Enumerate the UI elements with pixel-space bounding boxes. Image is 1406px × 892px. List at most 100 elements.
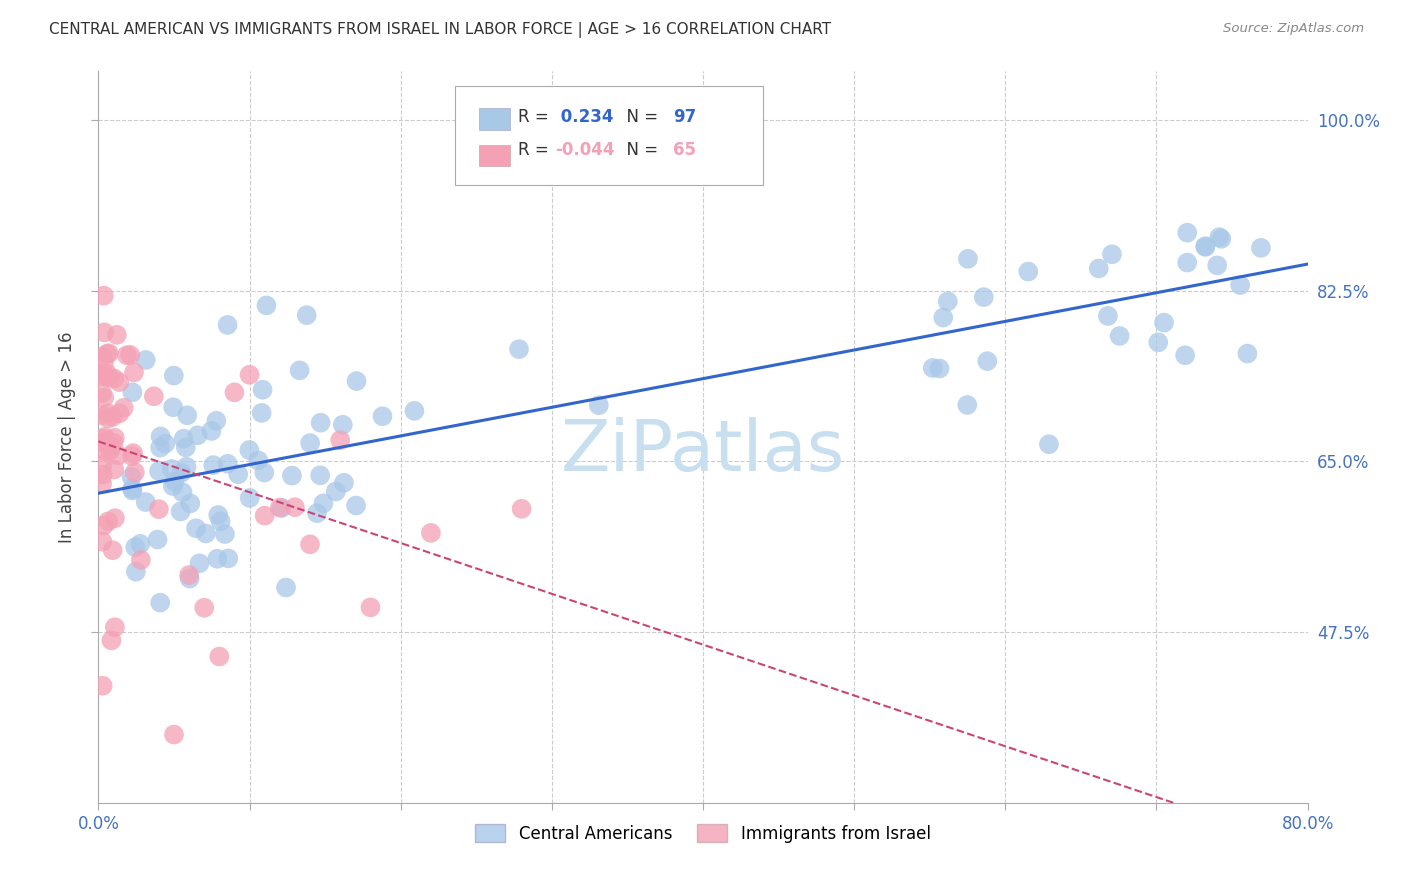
- Point: [93, 369, 115, 384]
- Point: [217, 318, 239, 332]
- Point: [404, 404, 426, 418]
- Point: [173, 432, 195, 446]
- Point: [288, 363, 311, 377]
- Point: [179, 572, 201, 586]
- Point: [1175, 226, 1198, 240]
- Point: [160, 462, 183, 476]
- Point: [333, 475, 356, 490]
- Point: [214, 527, 236, 541]
- Point: [1017, 264, 1039, 278]
- Point: [295, 308, 318, 322]
- Text: 0.234: 0.234: [555, 108, 614, 126]
- Point: [170, 466, 193, 480]
- Point: [1250, 241, 1272, 255]
- Point: [371, 409, 394, 424]
- FancyBboxPatch shape: [479, 108, 509, 130]
- Point: [299, 436, 322, 450]
- Point: [312, 496, 335, 510]
- Point: [344, 499, 367, 513]
- Point: [93, 288, 115, 302]
- Point: [921, 361, 943, 376]
- Point: [91, 476, 114, 491]
- Point: [101, 543, 124, 558]
- Point: [1153, 316, 1175, 330]
- Point: [100, 440, 122, 454]
- FancyBboxPatch shape: [456, 86, 763, 185]
- Point: [107, 448, 129, 462]
- Point: [93, 435, 115, 450]
- Point: [121, 483, 143, 498]
- Point: [94, 444, 117, 458]
- Point: [148, 464, 170, 478]
- Point: [91, 368, 114, 382]
- Point: [200, 424, 222, 438]
- Point: [135, 495, 157, 509]
- Point: [209, 514, 232, 528]
- Point: [239, 368, 262, 382]
- Point: [976, 354, 998, 368]
- Point: [193, 600, 215, 615]
- Point: [194, 526, 217, 541]
- Point: [508, 342, 530, 356]
- Point: [1174, 348, 1197, 362]
- Point: [108, 375, 131, 389]
- Point: [184, 521, 207, 535]
- Point: [1236, 346, 1258, 360]
- Point: [174, 441, 197, 455]
- Point: [247, 453, 270, 467]
- Point: [217, 457, 239, 471]
- Point: [146, 533, 169, 547]
- Point: [103, 462, 125, 476]
- Point: [928, 361, 950, 376]
- Point: [121, 482, 143, 496]
- Point: [129, 553, 152, 567]
- Point: [309, 416, 332, 430]
- Point: [956, 398, 979, 412]
- Point: [420, 525, 443, 540]
- Point: [299, 537, 322, 551]
- Point: [188, 557, 211, 571]
- Point: [202, 458, 225, 472]
- Point: [1208, 230, 1230, 244]
- Point: [269, 500, 291, 515]
- Point: [1101, 247, 1123, 261]
- Point: [936, 294, 959, 309]
- Point: [91, 679, 114, 693]
- Point: [122, 446, 145, 460]
- Point: [1206, 259, 1229, 273]
- Point: [98, 443, 121, 458]
- Point: [346, 374, 368, 388]
- Point: [207, 551, 229, 566]
- Point: [148, 502, 170, 516]
- Point: [91, 432, 114, 446]
- Point: [217, 551, 239, 566]
- Text: N =: N =: [616, 141, 664, 159]
- Text: 97: 97: [672, 108, 696, 126]
- Point: [129, 537, 152, 551]
- Point: [1211, 232, 1233, 246]
- Text: CENTRAL AMERICAN VS IMMIGRANTS FROM ISRAEL IN LABOR FORCE | AGE > 16 CORRELATION: CENTRAL AMERICAN VS IMMIGRANTS FROM ISRA…: [49, 22, 831, 38]
- Point: [91, 386, 114, 401]
- Point: [93, 355, 115, 369]
- Point: [224, 385, 246, 400]
- Point: [226, 467, 249, 482]
- Point: [97, 346, 120, 360]
- Point: [253, 508, 276, 523]
- Point: [162, 401, 184, 415]
- Point: [1147, 335, 1170, 350]
- Point: [176, 459, 198, 474]
- Point: [284, 500, 307, 515]
- Point: [97, 406, 120, 420]
- Point: [179, 496, 201, 510]
- Point: [163, 727, 186, 741]
- Point: [588, 398, 610, 412]
- Point: [149, 429, 172, 443]
- Point: [172, 485, 194, 500]
- Point: [103, 371, 125, 385]
- Point: [149, 441, 172, 455]
- Point: [973, 290, 995, 304]
- Point: [1194, 239, 1216, 253]
- Point: [103, 435, 125, 450]
- Point: [142, 389, 165, 403]
- Point: [93, 430, 115, 444]
